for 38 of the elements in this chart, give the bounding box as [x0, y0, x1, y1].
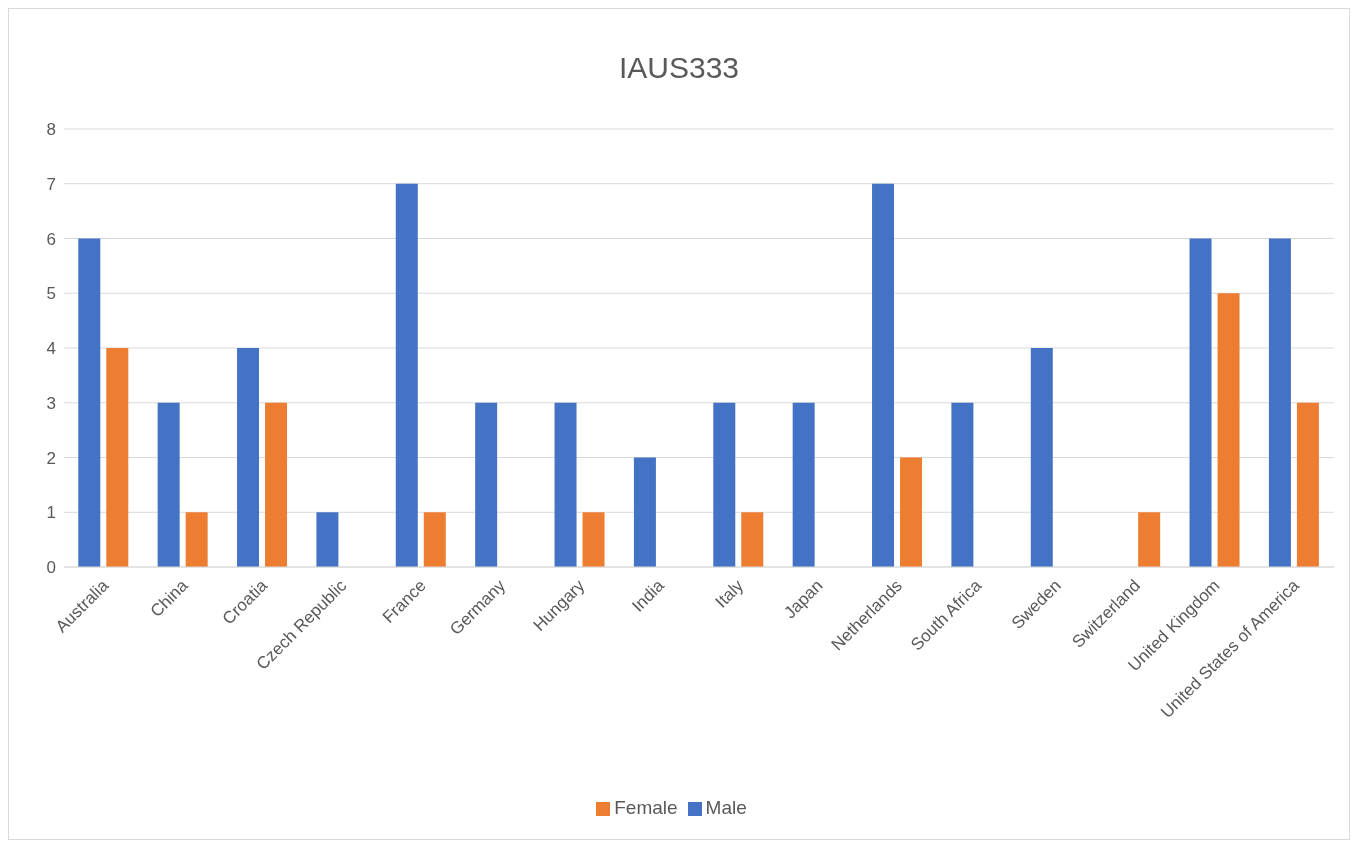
bar	[395, 183, 418, 567]
bar	[951, 402, 974, 567]
y-tick-label: 6	[46, 229, 56, 249]
bar	[1189, 238, 1212, 567]
chart-title: IAUS333	[617, 50, 741, 86]
legend-label: Male	[705, 797, 747, 818]
bar	[237, 348, 260, 567]
bar	[1138, 512, 1161, 567]
y-tick-label: 4	[46, 339, 56, 359]
bar	[265, 402, 288, 567]
y-tick-label: 3	[46, 393, 56, 413]
bar	[157, 402, 180, 567]
bar	[78, 238, 101, 567]
bar	[1268, 238, 1291, 567]
bar	[713, 402, 736, 567]
bar	[106, 348, 129, 567]
bar	[1296, 402, 1319, 567]
bar	[872, 183, 895, 567]
y-tick-label: 1	[46, 503, 56, 523]
bar	[1217, 293, 1240, 567]
bar	[1030, 348, 1053, 567]
bar	[633, 457, 656, 567]
y-tick-label: 0	[46, 558, 56, 578]
x-tick-label: Italy	[711, 575, 748, 612]
bar	[741, 512, 764, 567]
legend-label: Female	[614, 797, 678, 818]
y-tick-label: 5	[46, 284, 56, 304]
bar	[554, 402, 577, 567]
bar	[185, 512, 208, 567]
y-tick-label: 8	[46, 120, 56, 140]
bar	[582, 512, 605, 567]
bar	[475, 402, 498, 567]
bar	[316, 512, 339, 567]
bar	[423, 512, 446, 567]
y-tick-label: 7	[46, 174, 56, 194]
y-tick-label: 2	[46, 448, 56, 468]
bar	[900, 457, 923, 567]
bar	[792, 402, 815, 567]
